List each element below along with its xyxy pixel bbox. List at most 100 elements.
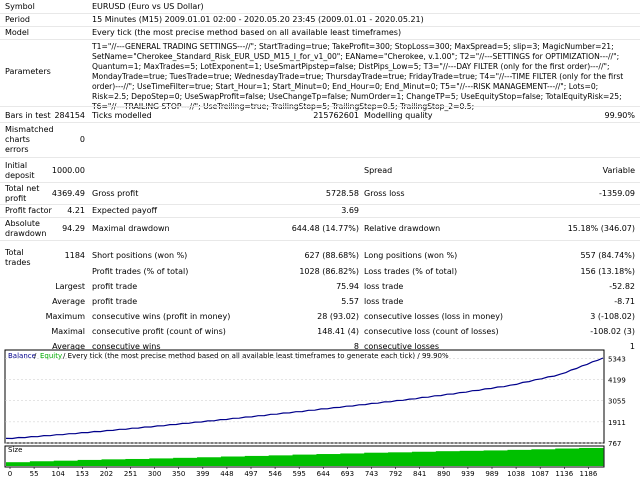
x-tick-label: 743 [365, 470, 378, 478]
absdd-label-2: drawdown [5, 229, 47, 238]
largest-profit-label: profit trade [92, 282, 138, 291]
grossloss-label: Gross loss [364, 189, 405, 198]
loss-trades-value: 156 (13.18%) [580, 267, 635, 276]
maximal-wins-value: 148.41 (4) [317, 327, 359, 336]
x-tick-label: 595 [293, 470, 306, 478]
size-bar [197, 457, 222, 466]
initial-label-2: deposit [5, 171, 35, 180]
size-bar [483, 450, 508, 466]
size-bar [388, 452, 413, 466]
x-tick-label: 890 [437, 470, 450, 478]
grossprofit-value: 5728.58 [325, 189, 359, 198]
quality-label: Modelling quality [364, 111, 433, 120]
model-value: Every tick (the most precise method base… [92, 28, 402, 37]
loss-trades-label: Loss trades (% of total) [364, 267, 458, 276]
x-tick-label: 546 [268, 470, 282, 478]
maximal-losses-value: -108.02 (3) [590, 327, 635, 336]
average-profit-value: 5.57 [341, 297, 359, 306]
average-loss-label: loss trade [364, 297, 404, 306]
payoff-label: Expected payoff [92, 206, 157, 215]
x-tick-label: 693 [341, 470, 354, 478]
size-label: Size [8, 446, 22, 454]
x-tick-label: 989 [485, 470, 498, 478]
absdd-value: 94.29 [62, 224, 85, 233]
period-value: 15 Minutes (M15) 2009.01.01 02:00 - 2020… [92, 15, 424, 24]
size-bar [507, 449, 532, 466]
mismatched-label-2: charts [5, 135, 30, 144]
spread-value: Variable [602, 166, 635, 175]
long-label: Long positions (won %) [364, 251, 458, 260]
size-bar [340, 453, 365, 466]
netprofit-label-1: Total net [5, 184, 40, 193]
x-tick-label: 497 [244, 470, 257, 478]
average-loss-value: -8.71 [614, 297, 635, 306]
ticks-value: 215762601 [313, 111, 359, 120]
trades-label-1: Total [5, 248, 24, 257]
x-tick-label: 153 [76, 470, 89, 478]
balance-line [5, 357, 604, 440]
reldd-label: Relative drawdown [364, 224, 441, 233]
size-bar [292, 454, 317, 466]
x-tick-label: 1038 [507, 470, 525, 478]
y-tick-label: 4199 [608, 377, 626, 385]
x-tick-label: 104 [52, 470, 66, 478]
x-tick-label: 1136 [555, 470, 573, 478]
x-tick-label: 841 [413, 470, 426, 478]
maximum-label: Maximum [45, 312, 85, 321]
y-tick-label: 5343 [608, 355, 626, 363]
y-tick-label: 767 [608, 440, 621, 448]
ticks-label: Ticks modelled [92, 111, 152, 120]
average-label: Average [52, 297, 85, 306]
period-label: Period [5, 15, 30, 24]
quality-value: 99.90% [604, 111, 635, 120]
bars-label: Bars in test [5, 111, 51, 120]
size-bar [173, 457, 198, 466]
size-bar [435, 451, 461, 466]
size-bar [316, 454, 341, 466]
size-bar [531, 449, 556, 466]
max-wins-label: consecutive wins (profit in money) [92, 312, 231, 321]
long-value: 557 (84.74%) [580, 251, 635, 260]
short-value: 627 (88.68%) [304, 251, 359, 260]
size-bar [149, 458, 174, 466]
pf-label: Profit factor [5, 206, 52, 215]
max-wins-value: 28 (93.02) [317, 312, 359, 321]
x-tick-label: 0 [8, 470, 12, 478]
largest-loss-value: -52.82 [609, 282, 635, 291]
trades-label-2: trades [5, 258, 31, 267]
absdd-label-1: Absolute [5, 219, 40, 228]
short-label: Short positions (won %) [92, 251, 188, 260]
symbol-value: EURUSD (Euro vs US Dollar) [92, 2, 204, 11]
size-bar [459, 450, 484, 466]
mismatched-value: 0 [79, 135, 85, 144]
x-tick-label: 448 [220, 470, 233, 478]
avg-wins-value: 8 [353, 342, 359, 351]
maximal-losses-label: consecutive loss (count of losses) [364, 327, 499, 336]
size-bar [411, 451, 437, 466]
model-label: Model [5, 28, 30, 37]
legend-slash: / [34, 352, 37, 360]
size-bar [220, 456, 246, 466]
profit-trades-value: 1028 (86.82%) [299, 267, 359, 276]
symbol-label: Symbol [5, 2, 35, 11]
avg-wins-label: consecutive wins [92, 342, 161, 351]
size-bar [53, 460, 79, 466]
maximal-label: Maximal [51, 327, 85, 336]
x-tick-label: 399 [196, 470, 209, 478]
netprofit-label-2: profit [5, 194, 27, 203]
bars-value: 284154 [54, 111, 85, 120]
mismatched-label-3: errors [5, 145, 29, 154]
plot-area [4, 349, 605, 444]
size-bar [29, 461, 55, 466]
size-bar [244, 455, 270, 466]
size-bar [125, 458, 150, 466]
size-bar [364, 452, 389, 466]
legend-equity: Equity [40, 352, 62, 360]
maximal-wins-label: consecutive profit (count of wins) [92, 327, 226, 336]
profit-trades-label: Profit trades (% of total) [92, 267, 189, 276]
average2-label: Average [52, 342, 85, 351]
mismatched-label-1: Mismatched [5, 125, 54, 134]
size-bar [268, 455, 293, 466]
size-bar [6, 462, 31, 466]
x-tick-label: 1186 [579, 470, 597, 478]
